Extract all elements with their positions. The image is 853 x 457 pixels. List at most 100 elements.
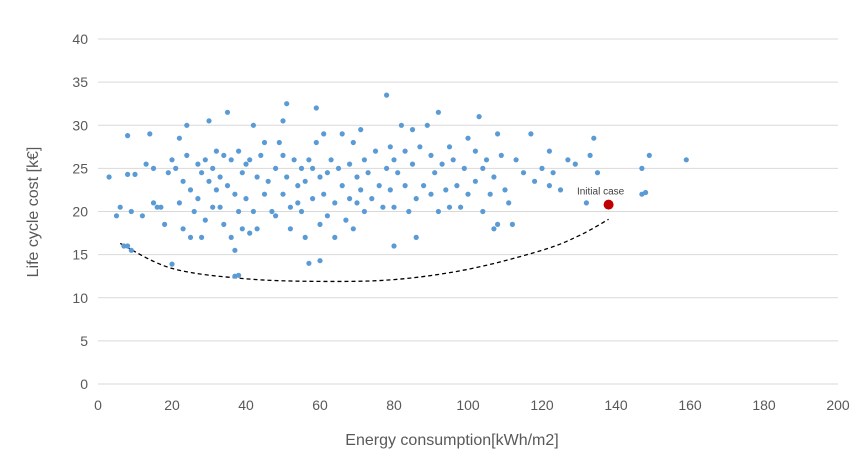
- data-point: [154, 204, 160, 210]
- data-point: [139, 213, 145, 219]
- data-point: [435, 208, 441, 215]
- x-axis-ticks: 0 20 40 60 80 100 120 140 160 180 200: [94, 397, 850, 413]
- x-tick-label: 160: [678, 397, 702, 413]
- data-point: [328, 157, 334, 163]
- data-point: [310, 196, 316, 202]
- data-point: [639, 165, 645, 171]
- data-point: [202, 157, 208, 163]
- data-point: [347, 196, 353, 202]
- data-point: [284, 101, 290, 107]
- data-point: [106, 174, 112, 180]
- x-tick-label: 20: [164, 397, 180, 413]
- data-point: [276, 139, 282, 146]
- data-point: [361, 157, 367, 163]
- data-point: [387, 144, 393, 150]
- data-point: [180, 178, 186, 184]
- data-point: [350, 139, 356, 146]
- data-point: [450, 157, 456, 163]
- data-point: [132, 171, 138, 177]
- y-tick-label: 35: [72, 74, 88, 90]
- data-point: [184, 122, 190, 128]
- data-point: [472, 148, 478, 154]
- data-point: [487, 191, 493, 197]
- data-point: [158, 204, 164, 210]
- data-point: [313, 139, 319, 146]
- data-point: [339, 183, 345, 189]
- data-point: [221, 152, 227, 158]
- data-point: [354, 200, 360, 206]
- data-point: [273, 165, 279, 171]
- data-point: [432, 170, 438, 176]
- data-point: [217, 204, 223, 210]
- data-point: [539, 165, 545, 171]
- data-point: [195, 161, 201, 167]
- data-point: [273, 213, 279, 219]
- data-point: [176, 200, 182, 206]
- data-point: [343, 217, 349, 223]
- data-point: [572, 161, 578, 167]
- x-tick-label: 180: [752, 397, 776, 413]
- data-point: [217, 174, 223, 180]
- data-point: [443, 187, 449, 193]
- data-point: [169, 157, 175, 163]
- data-point: [683, 157, 689, 163]
- data-point: [302, 234, 308, 240]
- data-point: [376, 183, 382, 189]
- data-point: [643, 189, 649, 196]
- data-point: [224, 183, 231, 189]
- data-point: [480, 208, 486, 215]
- y-axis-title: Life cycle cost [k€]: [25, 147, 42, 278]
- x-axis-title: Energy consumption[kWh/m2]: [345, 432, 558, 449]
- data-point: [365, 170, 371, 176]
- data-point: [232, 247, 238, 253]
- data-point: [199, 170, 205, 176]
- y-tick-label: 10: [72, 290, 88, 306]
- data-point: [324, 213, 330, 219]
- data-point: [387, 187, 393, 193]
- data-point: [409, 161, 416, 167]
- data-point: [391, 204, 397, 210]
- data-point: [206, 118, 212, 124]
- data-point: [206, 178, 212, 184]
- data-point: [284, 174, 290, 180]
- data-point: [391, 243, 397, 249]
- data-point: [180, 226, 186, 232]
- data-point: [291, 157, 297, 163]
- data-point: [239, 226, 245, 232]
- data-point: [361, 208, 367, 215]
- data-point: [358, 127, 364, 133]
- data-point: [472, 178, 478, 184]
- data-point: [380, 204, 386, 210]
- initial-case-point: [603, 199, 614, 210]
- y-tick-label: 15: [72, 247, 88, 263]
- data-point: [221, 221, 227, 227]
- data-point: [261, 191, 268, 197]
- data-point: [350, 226, 356, 232]
- data-point: [306, 157, 312, 163]
- y-tick-label: 0: [80, 376, 88, 392]
- data-point: [546, 148, 553, 154]
- data-point: [250, 208, 256, 215]
- data-point: [250, 122, 256, 128]
- data-point: [369, 196, 375, 202]
- data-point: [384, 165, 390, 171]
- data-point: [532, 178, 538, 184]
- data-point: [173, 165, 179, 171]
- data-point: [439, 161, 445, 167]
- data-point: [280, 118, 286, 124]
- data-point: [147, 131, 153, 137]
- data-point: [587, 152, 593, 158]
- data-point: [491, 174, 497, 180]
- data-point: [128, 208, 134, 215]
- data-point: [528, 131, 534, 137]
- data-point: [502, 187, 508, 193]
- data-point: [506, 200, 512, 206]
- data-point: [243, 161, 249, 167]
- data-point: [199, 234, 205, 240]
- data-point: [239, 170, 245, 176]
- data-point: [557, 187, 564, 193]
- data-point: [446, 144, 453, 150]
- y-tick-label: 25: [72, 160, 88, 176]
- x-tick-label: 60: [312, 397, 328, 413]
